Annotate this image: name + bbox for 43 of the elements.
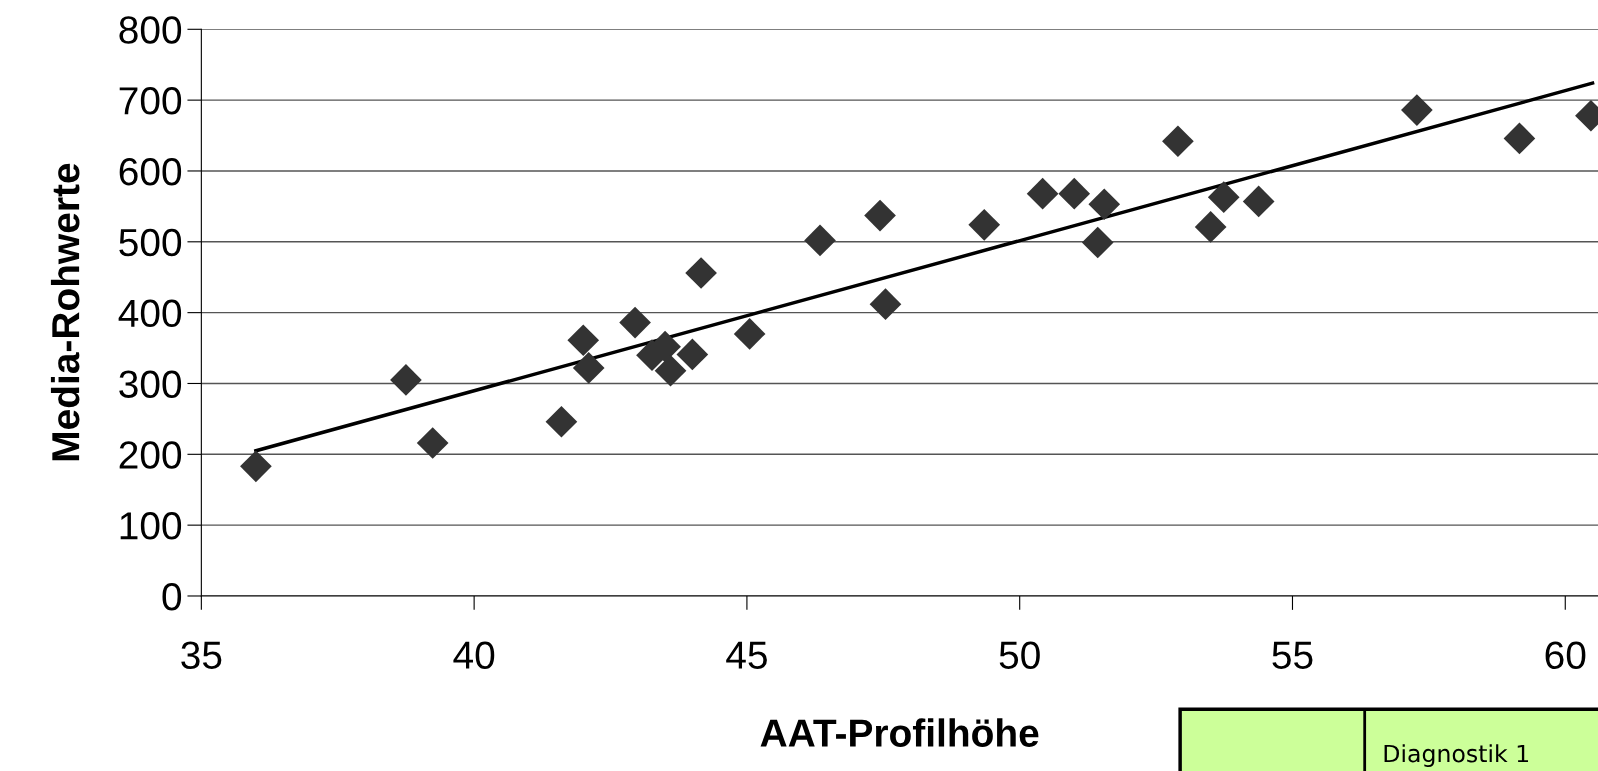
point [733, 318, 766, 350]
point [869, 288, 902, 320]
point [1242, 185, 1275, 218]
point [545, 405, 578, 438]
y-tick-label: 500 [119, 228, 182, 257]
point [1088, 188, 1121, 221]
point [390, 364, 422, 396]
y-tick-label: 800 [119, 16, 182, 44]
point [864, 199, 896, 232]
y-axis-title: Media-Rohwerte [50, 163, 80, 461]
point [1503, 122, 1536, 155]
point [1081, 226, 1114, 259]
point [1207, 181, 1240, 214]
point [654, 354, 687, 387]
point [240, 450, 272, 483]
point [1162, 125, 1194, 158]
x-tick-label: 60 [1545, 641, 1586, 669]
y-tick-label: 200 [119, 441, 182, 469]
point [1401, 94, 1433, 126]
y-tick-label: 0 [162, 582, 182, 611]
y-tick-label: 300 [119, 370, 182, 398]
point [676, 338, 709, 371]
point [1194, 211, 1227, 243]
x-axis-title: AAT-Profilhöhe [760, 718, 1039, 747]
y-tick-label: 400 [118, 299, 182, 328]
point [567, 324, 600, 357]
y-tick-label: 700 [119, 87, 182, 115]
point [804, 224, 836, 257]
x-tick-label: 45 [726, 641, 767, 669]
point [685, 257, 717, 289]
x-tick-label: 35 [181, 641, 222, 669]
text: Diagnostik 1 [1384, 744, 1529, 768]
point [968, 208, 1001, 241]
point [416, 427, 449, 459]
point [1026, 177, 1059, 210]
point [1058, 177, 1091, 210]
x-tick-label: 40 [453, 641, 495, 669]
y-tick-label: 600 [119, 157, 182, 186]
point [572, 352, 605, 384]
point [619, 306, 651, 339]
x-tick-label: 50 [999, 641, 1040, 669]
y-tick-label: 100 [120, 512, 182, 540]
x-tick-label: 55 [1272, 641, 1313, 669]
